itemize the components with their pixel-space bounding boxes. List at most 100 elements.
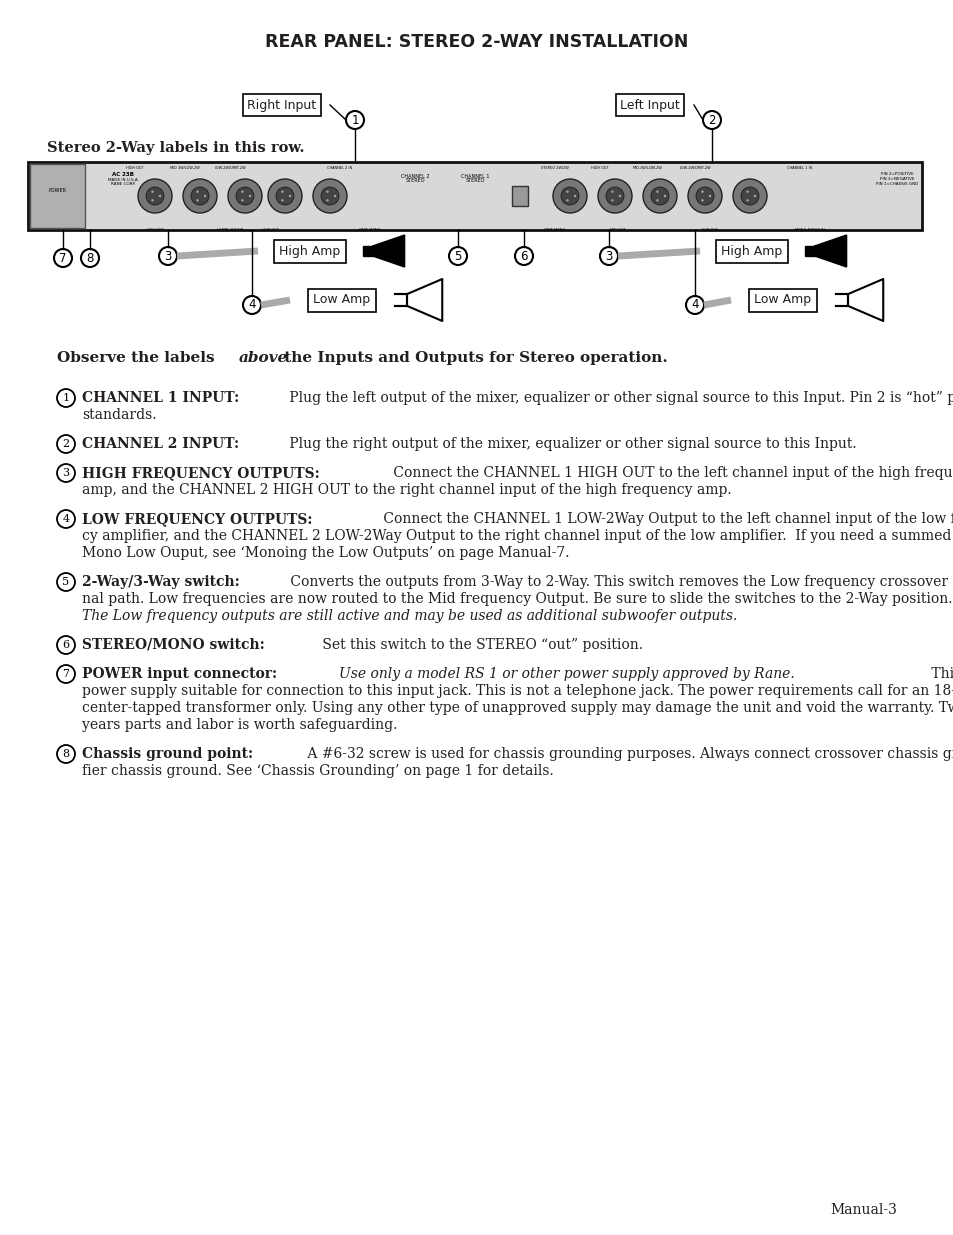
Circle shape bbox=[566, 190, 568, 193]
Text: CHANNEL 1 INPUT:: CHANNEL 1 INPUT: bbox=[82, 391, 239, 405]
Circle shape bbox=[281, 190, 283, 193]
Text: amp, and the CHANNEL 2 HIGH OUT to the right channel input of the high frequency: amp, and the CHANNEL 2 HIGH OUT to the r… bbox=[82, 483, 731, 496]
Text: CHANNEL 1 IN: CHANNEL 1 IN bbox=[786, 165, 812, 170]
Circle shape bbox=[663, 195, 665, 198]
Circle shape bbox=[611, 199, 613, 201]
Text: 7: 7 bbox=[63, 669, 70, 679]
Text: cy amplifier, and the CHANNEL 2 LOW-2Way Output to the right channel input of th: cy amplifier, and the CHANNEL 2 LOW-2Way… bbox=[82, 529, 950, 543]
Text: Low Amp: Low Amp bbox=[754, 294, 811, 306]
Bar bbox=[512, 186, 527, 206]
Text: HIGH OUT: HIGH OUT bbox=[146, 228, 164, 232]
Text: years parts and labor is worth safeguarding.: years parts and labor is worth safeguard… bbox=[82, 718, 397, 732]
Text: 6: 6 bbox=[519, 249, 527, 263]
Circle shape bbox=[320, 186, 338, 205]
Circle shape bbox=[708, 195, 710, 198]
Text: HIGH FREQUENCY OUTPUTS:: HIGH FREQUENCY OUTPUTS: bbox=[82, 466, 319, 480]
Text: The Low frequency outputs are still active and may be used as additional subwoof: The Low frequency outputs are still acti… bbox=[82, 609, 737, 622]
Text: fier chassis ground. See ‘Chassis Grounding’ on page 1 for details.: fier chassis ground. See ‘Chassis Ground… bbox=[82, 764, 553, 778]
Circle shape bbox=[753, 195, 756, 198]
Circle shape bbox=[289, 195, 291, 198]
Text: HI MID 3UT-5W: HI MID 3UT-5W bbox=[216, 228, 243, 232]
Text: 2-Way/3-Way switch:: 2-Way/3-Way switch: bbox=[82, 576, 239, 589]
Circle shape bbox=[281, 199, 283, 201]
Circle shape bbox=[745, 190, 748, 193]
Bar bbox=[30, 164, 85, 228]
Text: This unit is supplied with a remote: This unit is supplied with a remote bbox=[926, 667, 953, 680]
Circle shape bbox=[642, 179, 677, 212]
Circle shape bbox=[687, 179, 721, 212]
Text: 6: 6 bbox=[62, 640, 70, 650]
Text: OMIT MONO: OMIT MONO bbox=[544, 228, 565, 232]
Text: HIGH OUT: HIGH OUT bbox=[591, 165, 608, 170]
Text: RANE CORP.: RANE CORP. bbox=[111, 182, 135, 186]
Text: 4: 4 bbox=[248, 299, 255, 311]
Text: Left Input: Left Input bbox=[619, 99, 679, 111]
Text: STEREO 2W/2W: STEREO 2W/2W bbox=[540, 165, 568, 170]
Text: 2: 2 bbox=[707, 114, 715, 126]
Text: Plug the left output of the mixer, equalizer or other signal source to this Inpu: Plug the left output of the mixer, equal… bbox=[285, 391, 953, 405]
Text: CHANNEL 1: CHANNEL 1 bbox=[460, 173, 489, 179]
Text: power supply suitable for connection to this input jack. This is not a telephone: power supply suitable for connection to … bbox=[82, 684, 953, 698]
Text: 4: 4 bbox=[691, 299, 698, 311]
Circle shape bbox=[152, 190, 153, 193]
Text: 2: 2 bbox=[62, 438, 70, 450]
Circle shape bbox=[618, 195, 620, 198]
Polygon shape bbox=[835, 294, 847, 306]
Text: 5: 5 bbox=[62, 577, 70, 587]
Text: LOW-2W/OMIT-2W: LOW-2W/OMIT-2W bbox=[679, 165, 710, 170]
Text: LOW FREQUENCY OUTPUTS:: LOW FREQUENCY OUTPUTS: bbox=[82, 513, 313, 526]
Text: MADE IN U.S.A.: MADE IN U.S.A. bbox=[108, 178, 138, 182]
Circle shape bbox=[656, 190, 658, 193]
Circle shape bbox=[700, 199, 703, 201]
Text: 8: 8 bbox=[62, 748, 70, 760]
Circle shape bbox=[183, 179, 216, 212]
Text: standards.: standards. bbox=[82, 408, 156, 422]
Circle shape bbox=[241, 190, 243, 193]
Circle shape bbox=[204, 195, 206, 198]
Circle shape bbox=[696, 186, 713, 205]
Text: 5: 5 bbox=[454, 249, 461, 263]
Text: SUB OUT: SUB OUT bbox=[701, 228, 717, 232]
Polygon shape bbox=[363, 246, 373, 256]
Polygon shape bbox=[814, 235, 845, 267]
Circle shape bbox=[611, 190, 613, 193]
Text: 3: 3 bbox=[62, 468, 70, 478]
Circle shape bbox=[228, 179, 262, 212]
Text: 1: 1 bbox=[62, 393, 70, 403]
Text: STEREO: STEREO bbox=[465, 178, 484, 183]
Circle shape bbox=[275, 186, 294, 205]
Bar bbox=[28, 162, 921, 230]
Circle shape bbox=[138, 179, 172, 212]
Text: PIN 1=CHASSIS GND: PIN 1=CHASSIS GND bbox=[875, 182, 917, 186]
Text: HIGH OUT: HIGH OUT bbox=[126, 165, 144, 170]
Text: 7: 7 bbox=[59, 252, 67, 264]
Circle shape bbox=[268, 179, 302, 212]
Text: MID 3W/LOW-2W: MID 3W/LOW-2W bbox=[170, 165, 200, 170]
Text: above: above bbox=[239, 351, 288, 366]
Circle shape bbox=[152, 199, 153, 201]
Circle shape bbox=[650, 186, 668, 205]
Circle shape bbox=[146, 186, 164, 205]
Text: the Inputs and Outputs for Stereo operation.: the Inputs and Outputs for Stereo operat… bbox=[278, 351, 667, 366]
Circle shape bbox=[732, 179, 766, 212]
Text: CHANNEL 2 IN: CHANNEL 2 IN bbox=[327, 165, 353, 170]
Circle shape bbox=[235, 186, 253, 205]
Text: Manual-3: Manual-3 bbox=[829, 1203, 896, 1216]
Circle shape bbox=[334, 195, 335, 198]
Text: center-tapped transformer only. Using any other type of unapproved supply may da: center-tapped transformer only. Using an… bbox=[82, 701, 953, 715]
Text: Plug the right output of the mixer, equalizer or other signal source to this Inp: Plug the right output of the mixer, equa… bbox=[284, 437, 856, 451]
Text: Observe the labels: Observe the labels bbox=[57, 351, 219, 366]
Text: 8: 8 bbox=[86, 252, 93, 264]
Circle shape bbox=[700, 190, 703, 193]
Text: AC 23B: AC 23B bbox=[112, 172, 133, 177]
Text: Connect the CHANNEL 1 LOW-2Way Output to the left channel input of the low frequ: Connect the CHANNEL 1 LOW-2Way Output to… bbox=[379, 513, 953, 526]
Circle shape bbox=[249, 195, 251, 198]
Text: Converts the outputs from 3-Way to 2-Way. This switch removes the Low frequency : Converts the outputs from 3-Way to 2-Way… bbox=[285, 576, 953, 589]
Text: Set this switch to the STEREO “out” position.: Set this switch to the STEREO “out” posi… bbox=[317, 638, 642, 652]
Polygon shape bbox=[373, 235, 404, 267]
Circle shape bbox=[326, 190, 329, 193]
Circle shape bbox=[553, 179, 586, 212]
Text: POWER: POWER bbox=[49, 189, 67, 194]
Text: STEREO/MONO switch:: STEREO/MONO switch: bbox=[82, 638, 265, 652]
Circle shape bbox=[573, 195, 576, 198]
